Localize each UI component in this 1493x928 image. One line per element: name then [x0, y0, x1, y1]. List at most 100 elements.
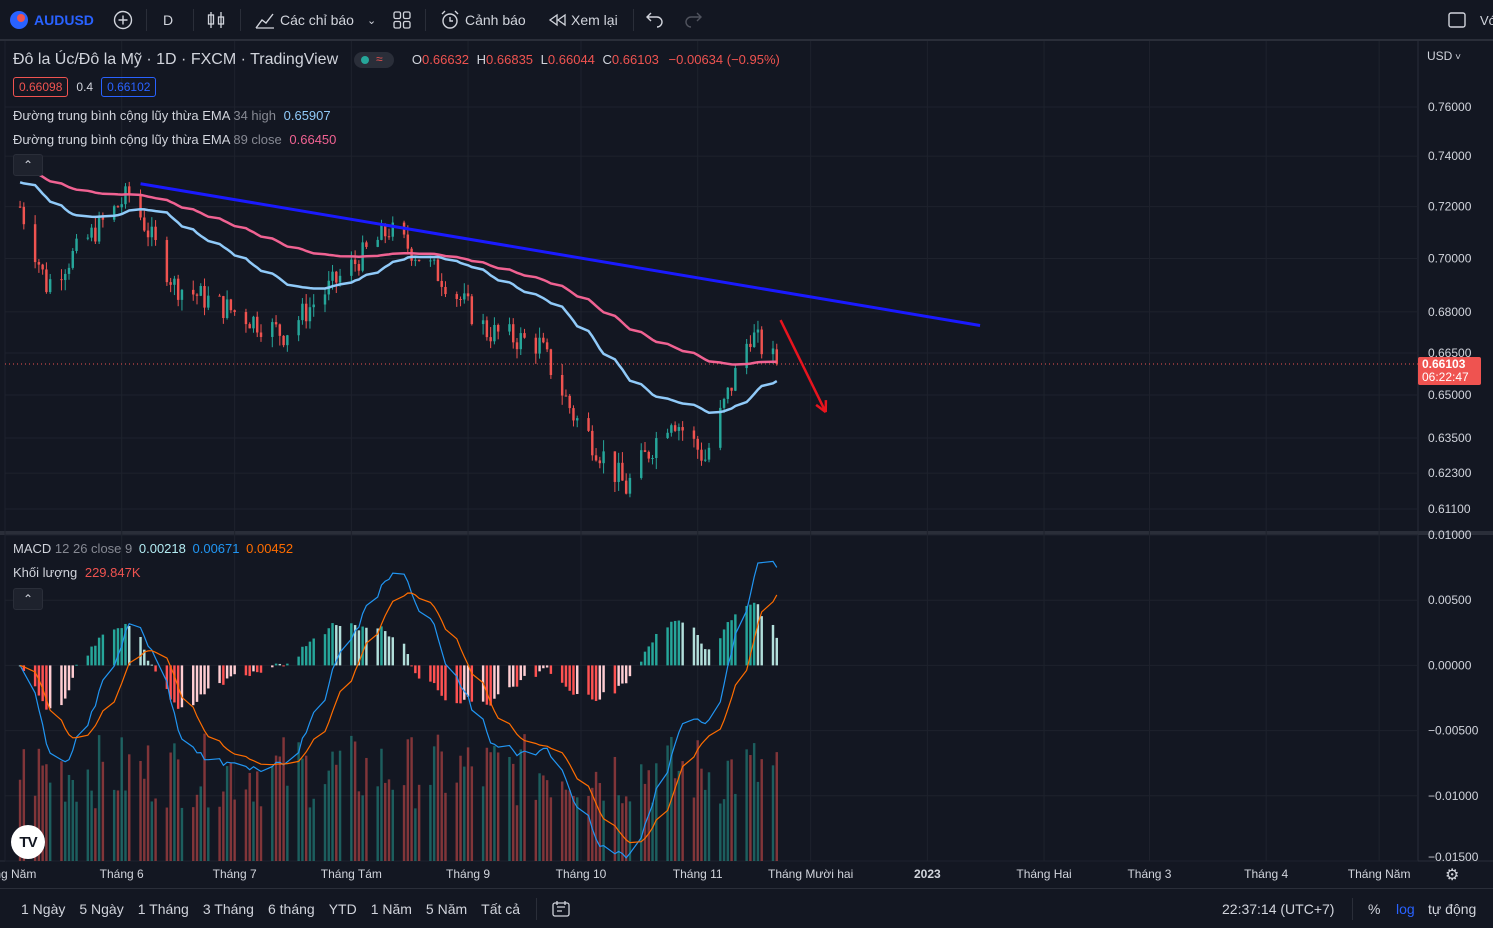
alerts-button[interactable]: Cảnh báo	[439, 0, 526, 40]
candle-body	[71, 250, 74, 268]
undo-button[interactable]	[645, 0, 665, 40]
collapse-legend-button[interactable]: ⌃	[13, 154, 43, 176]
legend-title[interactable]: Đô la Úc/Đô la Mỹ · 1D · FXCM · TradingV…	[13, 51, 339, 68]
clock-button[interactable]: 22:37:14 (UTC+7)	[1222, 889, 1334, 928]
watchlist-button[interactable]: Vớ	[1480, 0, 1493, 40]
replay-button[interactable]: Xem lại	[547, 0, 618, 40]
auto-scale-button[interactable]: tự động	[1428, 889, 1476, 928]
macd-histogram-bar	[229, 665, 233, 677]
macd-histogram-bar	[444, 665, 447, 701]
fullscreen-button[interactable]	[1447, 0, 1467, 40]
collapse-pane-legend-button[interactable]: ⌃	[13, 588, 43, 610]
candle-body	[75, 238, 78, 251]
volume-bar	[719, 803, 722, 861]
percent-scale-button[interactable]: %	[1368, 889, 1380, 928]
price-tick-label: 0.74000	[1428, 149, 1472, 163]
clock-label: 22:37:14 (UTC+7)	[1222, 900, 1335, 917]
macd-histogram-bar	[338, 625, 342, 666]
macd-histogram-bar	[350, 623, 353, 666]
tradingview-logo[interactable]: TV	[11, 825, 45, 859]
range-button-1[interactable]: 5 Ngày	[79, 900, 124, 917]
volume-bar	[655, 763, 658, 861]
volume-bar	[112, 789, 116, 861]
candle-body	[331, 271, 334, 281]
axis-settings-button[interactable]: ⚙	[1445, 865, 1459, 885]
volume-bar	[327, 770, 330, 861]
date-range-button[interactable]	[551, 889, 571, 928]
ema34-legend[interactable]: Đường trung bình cộng lũy thừa EMA 34 hi…	[13, 108, 331, 123]
layout-templates-button[interactable]	[392, 0, 412, 40]
volume-bar	[218, 806, 221, 861]
candle-body	[86, 237, 90, 239]
volume-bar	[338, 750, 342, 861]
chart-area[interactable]: 0.76000 0.74000 0.72000 0.70000 0.68000 0.665…	[0, 40, 1493, 889]
ema89-name: Đường trung bình cộng lũy thừa EMA	[13, 132, 230, 147]
range-button-7[interactable]: 5 Năm	[425, 900, 468, 917]
volume-bar	[387, 779, 391, 861]
macd-histogram-bar	[139, 636, 142, 666]
market-status-badge[interactable]: ≈	[354, 52, 395, 69]
candle-body	[670, 425, 673, 433]
ema89-legend[interactable]: Đường trung bình cộng lũy thừa EMA 89 cl…	[13, 132, 336, 147]
macd-histogram-bar	[655, 633, 658, 666]
low-label: L	[540, 52, 548, 67]
macd-histogram-bar	[572, 665, 575, 695]
macd-histogram-bar	[353, 625, 357, 666]
macd-histogram-bar	[112, 629, 116, 666]
volume-bar	[357, 791, 361, 861]
candle-body	[429, 260, 432, 262]
candle-body	[274, 322, 278, 325]
range-button-8[interactable]: Tất cả	[481, 900, 521, 917]
candle-body	[48, 279, 52, 293]
candle-body	[380, 225, 383, 240]
candle-body	[180, 289, 184, 300]
redo-button[interactable]	[683, 0, 703, 40]
symbol-button[interactable]: AUDUSD	[10, 0, 94, 40]
candle-body	[33, 224, 37, 263]
buy-button[interactable]: 0.66102	[101, 77, 157, 97]
range-button-5[interactable]: YTD	[328, 900, 357, 917]
range-button-0[interactable]: 1 Ngày	[21, 900, 66, 917]
grid-icon	[393, 11, 411, 29]
macd-histogram-bar	[722, 629, 726, 666]
candle-body	[493, 324, 496, 342]
compare-symbol-button[interactable]	[112, 0, 134, 40]
volume-bar	[101, 761, 105, 861]
sell-button[interactable]: 0.66098	[13, 77, 69, 97]
macd-histogram-bar	[297, 656, 300, 666]
volume-bar	[244, 789, 248, 861]
macd-histogram-bar	[410, 665, 413, 667]
log-scale-button[interactable]: log	[1396, 889, 1415, 928]
candle-body	[120, 204, 123, 208]
volume-legend[interactable]: Khối lượng 229.847K	[13, 565, 141, 580]
candle-body	[97, 216, 101, 242]
range-button-2[interactable]: 1 Tháng	[137, 900, 189, 917]
volume-bar	[116, 790, 120, 861]
indicators-dropdown[interactable]: ⌄	[367, 0, 376, 40]
volume-bar	[297, 742, 300, 861]
volume-bar	[470, 766, 474, 861]
range-button-3[interactable]: 3 Tháng	[202, 900, 254, 917]
indicators-button[interactable]: Các chỉ báo	[254, 0, 354, 40]
range-button-4[interactable]: 6 tháng	[267, 900, 315, 917]
interval-button[interactable]: D	[163, 0, 173, 40]
macd-legend[interactable]: MACD 12 26 close 9 0.00218 0.00671 0.004…	[13, 541, 293, 556]
currency-button[interactable]: USD ˅	[1427, 49, 1461, 63]
volume-bar	[700, 768, 703, 861]
volume-bar	[594, 771, 598, 861]
candle-body	[128, 186, 131, 194]
chart-canvas[interactable]: 0.76000 0.74000 0.72000 0.70000 0.68000 0.665…	[0, 41, 1493, 889]
volume-name: Khối lượng	[13, 565, 78, 580]
chart-type-button[interactable]	[206, 0, 226, 40]
macd-line	[19, 560, 778, 859]
candle-body	[696, 438, 699, 450]
alarm-clock-icon	[441, 10, 459, 29]
candle-body	[357, 264, 361, 271]
macd-histogram-bar	[598, 665, 602, 700]
candle-body	[195, 294, 199, 296]
ema34-name: Đường trung bình cộng lũy thừa EMA	[13, 108, 230, 123]
volume-bar	[621, 803, 624, 861]
candle-body	[512, 324, 515, 343]
time-tick-label: Tháng Tám	[321, 867, 382, 881]
range-button-6[interactable]: 1 Năm	[370, 900, 412, 917]
